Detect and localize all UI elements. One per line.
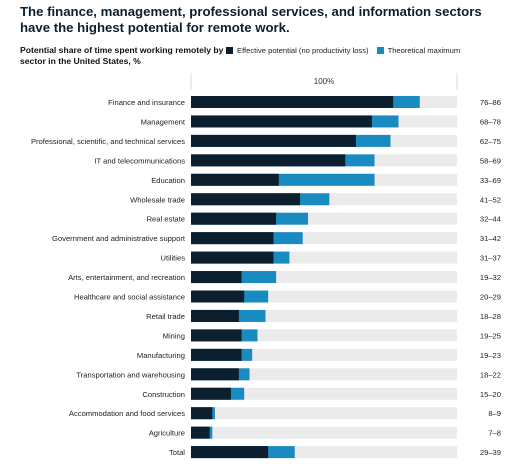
legend-item-theoretical: Theoretical maximum [376, 46, 461, 55]
range-label: 19–32 [480, 273, 501, 282]
legend-label-theoretical: Theoretical maximum [387, 46, 461, 55]
category-label: IT and telecommunications [94, 156, 185, 165]
range-label: 62–75 [480, 137, 501, 146]
range-label: 68–78 [480, 117, 501, 126]
range-label: 19–23 [480, 351, 501, 360]
legend-swatch-theoretical [376, 47, 384, 54]
bar-effective [191, 368, 239, 381]
chart-title: The finance, management, professional se… [20, 4, 482, 35]
category-label: Agriculture [149, 429, 185, 438]
bar-effective [191, 212, 277, 225]
category-label: Arts, entertainment, and recreation [68, 273, 185, 282]
legend-label-effective: Effective potential (no productivity los… [237, 46, 369, 55]
range-label: 18–22 [480, 370, 501, 379]
bar-track [191, 407, 457, 420]
range-label: 19–25 [480, 331, 501, 340]
chart-subtitle: Potential share of time spent working re… [20, 45, 224, 66]
bar-effective [191, 348, 242, 361]
bar-effective [191, 329, 242, 342]
category-label: Education [151, 176, 185, 185]
legend-item-effective: Effective potential (no productivity los… [226, 46, 369, 55]
range-label: 32–44 [480, 215, 501, 224]
category-label: Finance and insurance [108, 98, 185, 107]
category-label: Management [141, 117, 186, 126]
category-label: Transportation and warehousing [76, 370, 185, 379]
range-label: 29–39 [480, 448, 501, 457]
bar-effective [191, 271, 242, 284]
range-label: 41–52 [480, 195, 501, 204]
bar-effective [191, 309, 239, 322]
bar-effective [191, 193, 301, 206]
legend: Effective potential (no productivity los… [226, 46, 468, 55]
bar-effective [191, 446, 269, 459]
range-label: 20–29 [480, 293, 501, 302]
bar-effective [191, 251, 274, 264]
range-label: 76–86 [480, 98, 501, 107]
bar-effective [191, 115, 372, 128]
bar-effective [191, 232, 274, 245]
bar-track [191, 368, 457, 381]
bar-effective [191, 96, 394, 108]
range-label: 58–69 [480, 156, 501, 165]
category-label: Government and administrative support [52, 234, 186, 243]
bar-track [191, 348, 457, 361]
range-label: 8–9 [488, 409, 501, 418]
reference-label: 100% [314, 77, 334, 86]
range-label: 31–42 [480, 234, 501, 243]
category-label: Utilities [161, 254, 186, 263]
range-label: 7–8 [488, 429, 501, 438]
bar-effective [191, 426, 210, 439]
bar-effective [191, 154, 346, 167]
range-label: 15–20 [480, 390, 501, 399]
category-label: Total [169, 448, 185, 457]
bar-track [191, 387, 457, 400]
bar-effective [191, 173, 279, 186]
category-label: Construction [142, 390, 185, 399]
range-label: 33–69 [480, 176, 501, 185]
category-label: Retail trade [146, 312, 185, 321]
bar-effective [191, 290, 245, 303]
category-label: Professional, scientific, and technical … [31, 137, 185, 146]
category-label: Manufacturing [137, 351, 185, 360]
range-label: 31–37 [480, 254, 501, 263]
category-label: Real estate [147, 215, 185, 224]
category-label: Mining [163, 331, 185, 340]
category-label: Healthcare and social assistance [74, 293, 185, 302]
bar-effective [191, 407, 213, 420]
bar-track [191, 426, 457, 439]
category-label: Accommodation and food services [69, 409, 185, 418]
bar-effective [191, 134, 356, 147]
bar-effective [191, 387, 231, 400]
range-label: 18–28 [480, 312, 501, 321]
category-label: Wholesale trade [130, 195, 185, 204]
legend-swatch-effective [226, 47, 233, 54]
